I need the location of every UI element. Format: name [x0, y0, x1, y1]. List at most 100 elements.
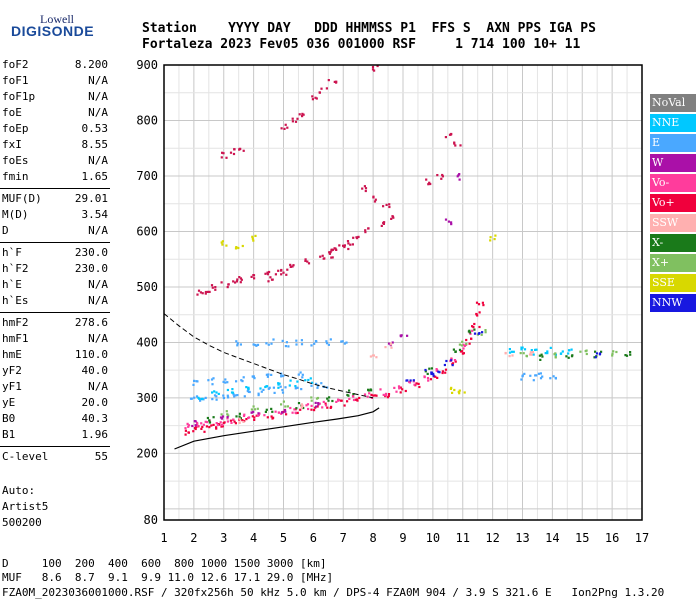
data-point [579, 349, 588, 356]
data-point [279, 385, 287, 394]
data-point [207, 377, 215, 386]
param-name: foE [2, 106, 22, 119]
logo-digisonde: DIGISONDE [11, 23, 95, 39]
y-axis-ticks: 80 200 300 400 500 600 700 800 900 [136, 58, 158, 527]
param-row: C-level 55 [2, 450, 108, 466]
auto-label: Auto: [2, 484, 36, 497]
param-separator [0, 188, 110, 189]
data-point [257, 388, 265, 397]
param-name: hmE [2, 348, 22, 361]
data-point [211, 390, 220, 395]
data-point [265, 373, 273, 378]
legend-item-xplus: X+ [650, 254, 696, 272]
data-point [304, 258, 311, 265]
legend-item-sse: SSE [650, 274, 696, 292]
param-row: foE N/A [2, 106, 108, 122]
data-point [189, 395, 199, 400]
data-point [250, 410, 260, 415]
data-point [339, 399, 349, 407]
data-point [251, 375, 256, 380]
data-point [226, 417, 235, 424]
data-point [379, 388, 388, 397]
param-value: N/A [88, 278, 108, 291]
x-tick-label: 7 [340, 531, 347, 545]
data-point [250, 405, 259, 411]
data-point [281, 409, 287, 414]
param-name: h`E [2, 278, 22, 291]
legend-item-e: E [650, 134, 696, 152]
param-row: foF2 8.200 [2, 58, 108, 74]
data-point [251, 234, 257, 242]
data-point [326, 396, 334, 403]
data-point [364, 227, 370, 234]
legend-item-vominus: Vo- [650, 174, 696, 192]
data-point [305, 403, 313, 411]
param-row: hmF2 278.6 [2, 316, 108, 332]
data-point [329, 248, 335, 254]
param-separator [0, 312, 110, 313]
data-point [252, 343, 260, 347]
data-point [340, 340, 348, 345]
param-value: 29.01 [74, 192, 108, 205]
data-point [280, 123, 289, 130]
param-row: h`F2 230.0 [2, 262, 108, 278]
data-point [335, 398, 340, 403]
data-point [314, 401, 320, 408]
data-point [441, 368, 448, 375]
param-value: 278.6 [74, 316, 108, 329]
param-separator [0, 242, 110, 243]
data-point [311, 95, 318, 101]
data-point [324, 402, 333, 409]
data-point [235, 340, 242, 347]
x-tick-label: 11 [456, 531, 470, 545]
data-point [390, 215, 395, 220]
footer-muf: MUF 8.6 8.7 9.1 9.9 11.0 12.6 17.1 29.0 … [2, 571, 334, 584]
x-tick-label: 3 [220, 531, 227, 545]
param-value: 230.0 [74, 246, 108, 259]
data-point [423, 375, 430, 382]
chart-grid [163, 64, 643, 520]
param-name: M(D) [2, 208, 29, 221]
data-point [371, 64, 379, 72]
x-tick-label: 6 [310, 531, 317, 545]
data-point [280, 268, 289, 276]
data-point [277, 382, 281, 389]
data-point [235, 412, 242, 420]
data-point [220, 151, 228, 159]
data-point [538, 353, 544, 361]
y-tick-label: 600 [136, 224, 158, 238]
profile-dashed-line [163, 313, 374, 399]
data-point [405, 379, 415, 382]
param-value: 110.0 [74, 348, 108, 361]
data-point [210, 284, 217, 291]
x-tick-label: 17 [635, 531, 649, 545]
data-point [222, 378, 229, 384]
data-point [294, 386, 303, 391]
param-value: 40.0 [81, 364, 109, 377]
data-point [238, 276, 243, 284]
data-point [367, 388, 373, 392]
x-tick-label: 4 [250, 531, 257, 545]
param-row: B0 40.3 [2, 412, 108, 428]
param-value: N/A [88, 294, 108, 307]
legend-item-ssw: SSW [650, 214, 696, 232]
footer-file-info: FZA0M_2023036001000.RSF / 320fx256h 50 k… [2, 586, 665, 599]
data-point [553, 352, 557, 359]
data-point [435, 368, 439, 372]
x-tick-label: 1 [160, 531, 167, 545]
x-tick-label: 2 [190, 531, 197, 545]
data-point [333, 244, 341, 251]
data-point [318, 400, 328, 409]
data-point [519, 352, 528, 358]
data-point [473, 331, 484, 335]
data-point [611, 350, 618, 357]
param-value: 20.0 [81, 396, 109, 409]
data-point [554, 350, 564, 356]
data-point [444, 132, 453, 139]
data-point [288, 379, 299, 388]
data-point [222, 394, 230, 400]
x-tick-label: 15 [575, 531, 589, 545]
param-name: B1 [2, 428, 16, 441]
param-row: h`E N/A [2, 278, 108, 294]
